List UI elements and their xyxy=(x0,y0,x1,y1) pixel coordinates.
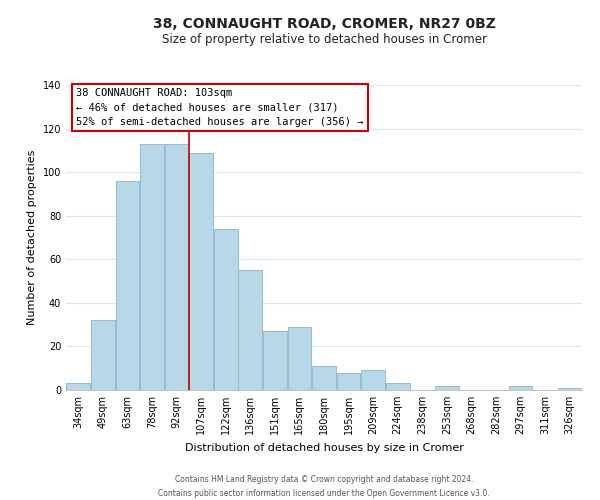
Bar xyxy=(67,384,90,390)
Bar xyxy=(263,331,287,390)
Text: Contains HM Land Registry data © Crown copyright and database right 2024.
Contai: Contains HM Land Registry data © Crown c… xyxy=(158,476,490,498)
Bar xyxy=(509,386,532,390)
Text: 38 CONNAUGHT ROAD: 103sqm
← 46% of detached houses are smaller (317)
52% of semi: 38 CONNAUGHT ROAD: 103sqm ← 46% of detac… xyxy=(76,88,364,127)
Bar xyxy=(435,386,459,390)
Bar xyxy=(386,384,410,390)
Bar xyxy=(287,327,311,390)
X-axis label: Distribution of detached houses by size in Cromer: Distribution of detached houses by size … xyxy=(185,442,463,452)
Y-axis label: Number of detached properties: Number of detached properties xyxy=(27,150,37,325)
Bar xyxy=(312,366,336,390)
Bar xyxy=(164,144,188,390)
Bar xyxy=(361,370,385,390)
Bar xyxy=(214,229,238,390)
Bar xyxy=(337,372,361,390)
Text: 38, CONNAUGHT ROAD, CROMER, NR27 0BZ: 38, CONNAUGHT ROAD, CROMER, NR27 0BZ xyxy=(152,18,496,32)
Bar xyxy=(238,270,262,390)
Bar xyxy=(140,144,164,390)
Bar xyxy=(91,320,115,390)
Text: Size of property relative to detached houses in Cromer: Size of property relative to detached ho… xyxy=(161,32,487,46)
Bar xyxy=(116,181,139,390)
Bar xyxy=(189,152,213,390)
Bar xyxy=(558,388,581,390)
